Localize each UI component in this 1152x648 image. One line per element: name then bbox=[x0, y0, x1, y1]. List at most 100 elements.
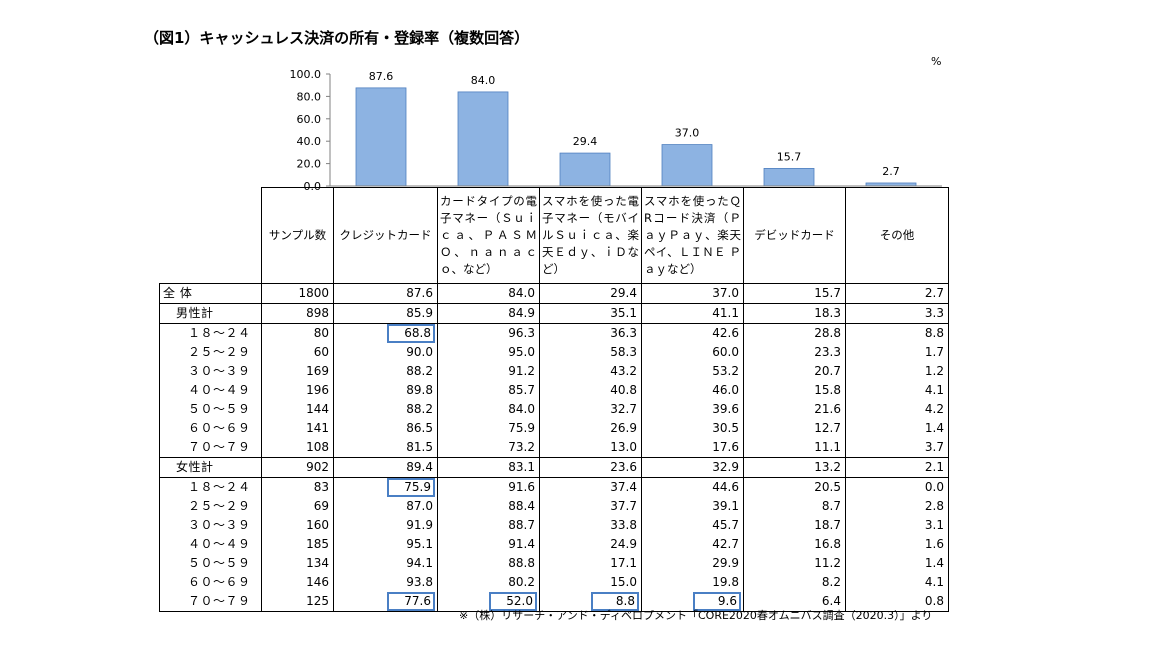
column-header: カードタイプの電子マネー（Ｓｕｉｃａ、ＰＡＳＭＯ、ｎａｎａｃｏ、など） bbox=[437, 187, 540, 284]
sample-size-cell: 898 bbox=[261, 303, 334, 324]
value-cell: 1.4 bbox=[845, 419, 949, 438]
highlighted-value: 9.6 bbox=[693, 592, 741, 611]
sample-size-cell: 902 bbox=[261, 457, 334, 478]
value-cell: 95.0 bbox=[437, 343, 540, 362]
bar-value-label: 29.4 bbox=[573, 135, 598, 148]
row-label: １８～２４ bbox=[159, 323, 262, 343]
table-row: １８～２４ 80 68.8 96.3 36.3 42.6 28.8 8.8 bbox=[159, 323, 949, 343]
row-label: ７０～７９ bbox=[159, 592, 262, 612]
value-cell: 96.3 bbox=[437, 323, 540, 343]
value-cell: 53.2 bbox=[641, 362, 744, 381]
value-cell: 1.2 bbox=[845, 362, 949, 381]
row-label: １８～２４ bbox=[159, 477, 262, 497]
value-cell: 77.6 bbox=[333, 592, 438, 612]
row-label: ２５～２９ bbox=[159, 497, 262, 516]
value-cell: 4.1 bbox=[845, 573, 949, 592]
y-tick-label: 80.0 bbox=[297, 90, 322, 103]
value-cell: 2.1 bbox=[845, 457, 949, 478]
value-cell: 91.2 bbox=[437, 362, 540, 381]
value-cell: 90.0 bbox=[333, 343, 438, 362]
row-label: ２５～２９ bbox=[159, 343, 262, 362]
sample-size-cell: 69 bbox=[261, 497, 334, 516]
value-cell: 33.8 bbox=[539, 516, 642, 535]
value-cell: 39.1 bbox=[641, 497, 744, 516]
sample-size-cell: 108 bbox=[261, 438, 334, 458]
value-cell: 91.4 bbox=[437, 535, 540, 554]
value-cell: 52.0 bbox=[437, 592, 540, 612]
sample-size-cell: 160 bbox=[261, 516, 334, 535]
table-row: ６０～６９ 141 86.5 75.9 26.9 30.5 12.7 1.4 bbox=[159, 419, 949, 438]
row-label: ５０～５９ bbox=[159, 554, 262, 573]
value-cell: 6.4 bbox=[743, 592, 846, 612]
value-cell: 37.0 bbox=[641, 283, 744, 304]
source-note: ※（株）リサーチ・アンド・ディベロプメント「CORE2020春オムニバス調査（2… bbox=[459, 609, 933, 622]
column-header: クレジットカード bbox=[333, 187, 438, 284]
row-label: ４０～４９ bbox=[159, 535, 262, 554]
column-header: その他 bbox=[845, 187, 949, 284]
sample-size-cell: 60 bbox=[261, 343, 334, 362]
table-row: 全 体 1800 87.6 84.0 29.4 37.0 15.7 2.7 bbox=[159, 283, 949, 304]
value-cell: 46.0 bbox=[641, 381, 744, 400]
value-cell: 1.4 bbox=[845, 554, 949, 573]
value-cell: 88.2 bbox=[333, 400, 438, 419]
value-cell: 26.9 bbox=[539, 419, 642, 438]
value-cell: 83.1 bbox=[437, 457, 540, 478]
value-cell: 17.6 bbox=[641, 438, 744, 458]
highlighted-value: 52.0 bbox=[489, 592, 537, 611]
value-cell: 12.7 bbox=[743, 419, 846, 438]
value-cell: 8.2 bbox=[743, 573, 846, 592]
value-cell: 37.4 bbox=[539, 477, 642, 497]
value-cell: 87.6 bbox=[333, 283, 438, 304]
value-cell: 84.0 bbox=[437, 283, 540, 304]
value-cell: 89.8 bbox=[333, 381, 438, 400]
row-label: 男性計 bbox=[159, 303, 262, 324]
value-cell: 2.7 bbox=[845, 283, 949, 304]
table-row: 男性計 898 85.9 84.9 35.1 41.1 18.3 3.3 bbox=[159, 303, 949, 324]
y-tick-label: 40.0 bbox=[297, 135, 322, 148]
table-row: ２５～２９ 69 87.0 88.4 37.7 39.1 8.7 2.8 bbox=[159, 497, 949, 516]
value-cell: 93.8 bbox=[333, 573, 438, 592]
bar-value-label: 87.6 bbox=[369, 70, 394, 83]
table-row: ３０～３９ 160 91.9 88.7 33.8 45.7 18.7 3.1 bbox=[159, 516, 949, 535]
value-cell: 8.8 bbox=[845, 323, 949, 343]
value-cell: 15.0 bbox=[539, 573, 642, 592]
row-label: ４０～４９ bbox=[159, 381, 262, 400]
value-cell: 80.2 bbox=[437, 573, 540, 592]
sample-size-cell: 169 bbox=[261, 362, 334, 381]
value-cell: 20.7 bbox=[743, 362, 846, 381]
sample-size-cell: 196 bbox=[261, 381, 334, 400]
value-cell: 19.8 bbox=[641, 573, 744, 592]
value-cell: 0.0 bbox=[845, 477, 949, 497]
value-cell: 42.6 bbox=[641, 323, 744, 343]
value-cell: 11.1 bbox=[743, 438, 846, 458]
value-cell: 35.1 bbox=[539, 303, 642, 324]
value-cell: 40.8 bbox=[539, 381, 642, 400]
value-cell: 23.6 bbox=[539, 457, 642, 478]
table-row: ５０～５９ 134 94.1 88.8 17.1 29.9 11.2 1.4 bbox=[159, 554, 949, 573]
sample-size-cell: 185 bbox=[261, 535, 334, 554]
value-cell: 32.9 bbox=[641, 457, 744, 478]
value-cell: 60.0 bbox=[641, 343, 744, 362]
value-cell: 8.8 bbox=[539, 592, 642, 612]
value-cell: 95.1 bbox=[333, 535, 438, 554]
value-cell: 88.7 bbox=[437, 516, 540, 535]
column-header: サンプル数 bbox=[261, 187, 334, 284]
value-cell: 84.9 bbox=[437, 303, 540, 324]
value-cell: 29.4 bbox=[539, 283, 642, 304]
value-cell: 68.8 bbox=[333, 323, 438, 343]
highlighted-value: 8.8 bbox=[591, 592, 639, 611]
row-label: ３０～３９ bbox=[159, 362, 262, 381]
value-cell: 32.7 bbox=[539, 400, 642, 419]
value-cell: 91.6 bbox=[437, 477, 540, 497]
value-cell: 15.7 bbox=[743, 283, 846, 304]
row-label: ５０～５９ bbox=[159, 400, 262, 419]
value-cell: 24.9 bbox=[539, 535, 642, 554]
value-cell: 58.3 bbox=[539, 343, 642, 362]
value-cell: 28.8 bbox=[743, 323, 846, 343]
value-cell: 3.7 bbox=[845, 438, 949, 458]
table-header-row: サンプル数 クレジットカード カードタイプの電子マネー（Ｓｕｉｃａ、ＰＡＳＭＯ、ｎａ… bbox=[159, 187, 949, 284]
table-row: ５０～５９ 144 88.2 84.0 32.7 39.6 21.6 4.2 bbox=[159, 400, 949, 419]
sample-size-cell: 146 bbox=[261, 573, 334, 592]
value-cell: 88.2 bbox=[333, 362, 438, 381]
value-cell: 39.6 bbox=[641, 400, 744, 419]
